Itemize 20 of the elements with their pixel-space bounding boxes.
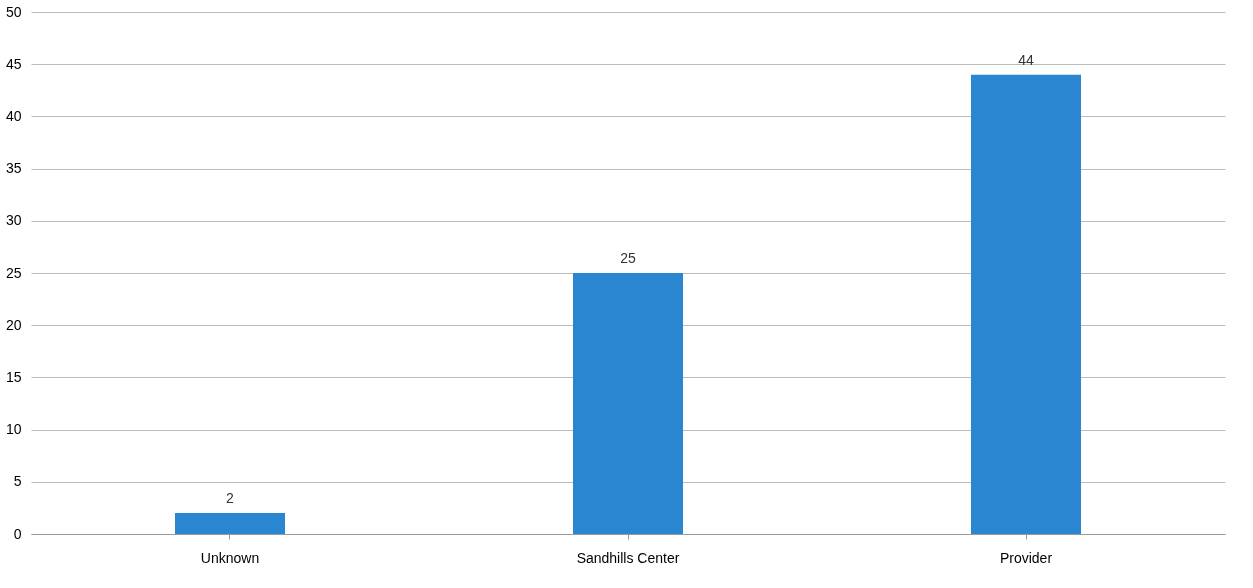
x-tick-label: Sandhills Center xyxy=(576,549,680,566)
bar xyxy=(175,513,285,534)
y-tick-label: 35 xyxy=(5,160,22,177)
bar xyxy=(573,273,683,534)
bar xyxy=(971,74,1081,534)
y-tick-label: 45 xyxy=(5,55,22,72)
y-tick-label: 25 xyxy=(5,264,22,281)
y-tick-label: 50 xyxy=(5,3,22,20)
y-tick-label: 40 xyxy=(5,107,22,124)
y-tick-label: 0 xyxy=(13,525,22,542)
y-tick-label: 30 xyxy=(5,212,22,229)
y-tick-label: 15 xyxy=(5,368,22,385)
data-label: 25 xyxy=(620,250,636,266)
data-label: 2 xyxy=(226,490,235,507)
y-tick-label: 10 xyxy=(5,421,22,438)
y-tick-label: 5 xyxy=(13,473,22,490)
y-tick-label: 20 xyxy=(5,316,22,333)
data-label: 44 xyxy=(1018,51,1034,68)
x-tick-label: Provider xyxy=(999,549,1053,566)
x-tick-label: Unknown xyxy=(200,549,260,566)
